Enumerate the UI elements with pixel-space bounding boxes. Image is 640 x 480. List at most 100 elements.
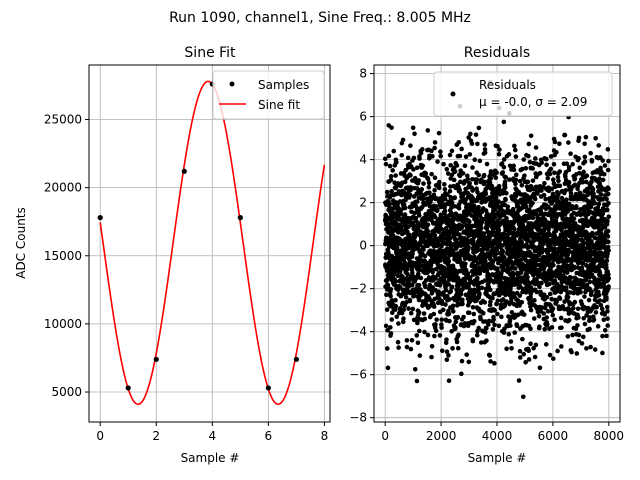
residual-point xyxy=(437,179,442,185)
residual-point xyxy=(416,178,422,183)
residual-point xyxy=(423,278,429,283)
residual-point xyxy=(433,322,438,327)
residual-point xyxy=(482,300,488,305)
residual-point xyxy=(425,229,431,234)
residual-point xyxy=(443,302,448,307)
residual-point xyxy=(500,170,506,175)
residual-point xyxy=(470,165,475,170)
residual-point xyxy=(552,285,557,291)
residual-point xyxy=(566,180,572,185)
residual-point xyxy=(532,354,538,360)
sample-point xyxy=(153,356,159,362)
residuals-xtick-label: 2000 xyxy=(426,429,457,443)
residual-point xyxy=(531,316,537,321)
residual-point xyxy=(482,142,488,147)
residual-point xyxy=(551,356,556,361)
sample-point xyxy=(97,215,103,221)
residual-point xyxy=(477,158,483,164)
sine-fit-data xyxy=(97,80,326,406)
residual-point xyxy=(603,265,609,270)
residual-point xyxy=(466,135,472,140)
residual-point xyxy=(583,216,589,222)
residual-point xyxy=(574,276,579,282)
residual-point xyxy=(430,153,435,159)
residual-point xyxy=(587,315,592,320)
residual-point xyxy=(481,231,487,236)
residual-point xyxy=(554,149,559,155)
residual-point xyxy=(508,323,513,328)
residual-point xyxy=(542,326,547,332)
residual-point xyxy=(557,169,563,174)
residual-point xyxy=(552,317,557,323)
residual-point xyxy=(404,300,409,305)
residual-point xyxy=(570,332,575,338)
residual-point xyxy=(574,351,580,356)
residual-point xyxy=(528,341,533,347)
residual-point xyxy=(411,155,417,161)
residual-point xyxy=(519,166,525,172)
residual-point xyxy=(412,175,418,181)
residual-point xyxy=(582,321,588,327)
residual-point xyxy=(404,344,410,350)
residual-point xyxy=(457,173,463,179)
residual-point xyxy=(530,166,536,171)
residual-point xyxy=(493,175,499,181)
residual-point xyxy=(441,232,447,237)
residual-point xyxy=(512,147,518,153)
residual-point xyxy=(422,316,428,322)
residual-point xyxy=(587,326,592,332)
residual-point xyxy=(462,163,468,169)
residual-point xyxy=(456,205,462,211)
residual-point xyxy=(517,355,523,360)
residual-point xyxy=(600,333,605,339)
residual-point xyxy=(408,310,414,316)
residual-point xyxy=(533,342,539,348)
sine-fit-ytick-label: 10000 xyxy=(44,317,82,331)
residual-point xyxy=(398,208,403,214)
residual-point xyxy=(414,199,420,204)
residual-point xyxy=(388,177,394,183)
sine-fit-ytick-label: 15000 xyxy=(44,249,82,263)
residual-point xyxy=(541,192,547,198)
residuals-ytick-label: 0 xyxy=(359,239,367,253)
residual-point xyxy=(502,179,508,184)
residual-point xyxy=(468,287,473,293)
residual-point xyxy=(481,172,487,178)
residual-point xyxy=(602,312,607,317)
residual-point xyxy=(606,214,612,220)
residual-point xyxy=(511,163,516,169)
residual-point xyxy=(465,176,471,182)
residual-point xyxy=(444,349,450,355)
residual-point xyxy=(451,177,457,183)
residual-point xyxy=(389,310,395,316)
sample-point xyxy=(293,356,299,362)
residual-point xyxy=(526,153,531,159)
residual-point xyxy=(471,203,477,209)
residual-point xyxy=(501,164,507,170)
residual-point xyxy=(497,147,502,152)
residual-point xyxy=(547,291,553,297)
residual-point xyxy=(500,191,506,196)
residuals-xtick-label: 4000 xyxy=(482,429,513,443)
residual-point xyxy=(530,215,536,221)
residual-point xyxy=(572,264,577,270)
residual-point xyxy=(605,147,611,152)
residual-point xyxy=(590,232,595,238)
sine-fit-panel: Sine Fit 0 2 4 6 8 5000 10000 15000 20000 25000 S… xyxy=(14,45,331,465)
residual-point xyxy=(408,143,413,148)
residual-point xyxy=(581,169,586,175)
residual-point xyxy=(439,348,445,354)
residual-point xyxy=(596,201,602,207)
residual-point xyxy=(423,171,429,176)
residual-point xyxy=(480,251,486,257)
residual-point xyxy=(527,159,533,165)
residual-point xyxy=(410,125,416,131)
residual-point xyxy=(493,251,499,257)
residual-point xyxy=(565,294,571,300)
residual-point xyxy=(523,228,528,234)
sine-fit-xtick-label: 8 xyxy=(321,429,329,443)
residual-point xyxy=(384,189,390,195)
residual-point xyxy=(457,258,463,264)
residual-point xyxy=(606,272,611,277)
residual-point xyxy=(468,274,473,280)
